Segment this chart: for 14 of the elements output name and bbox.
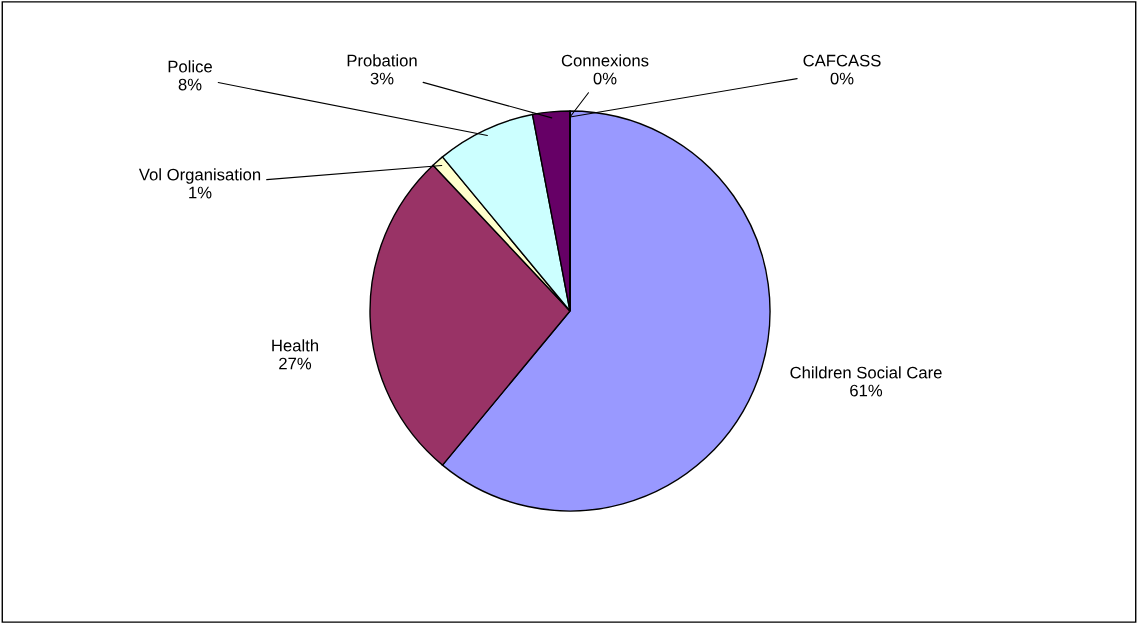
data-label: 8%	[178, 78, 202, 91]
data-label: 27%	[279, 357, 312, 370]
slice-label: Health	[272, 339, 319, 352]
slice-label: Children Social Care	[790, 366, 942, 379]
data-label: 1%	[189, 186, 212, 199]
slice-label: Police	[168, 60, 212, 73]
category-label: Connexions	[561, 54, 649, 67]
slice-label: Probation	[347, 54, 417, 67]
slice-label: Vol Organisation	[138, 168, 261, 184]
text: 0%	[830, 72, 854, 85]
data-label: 61%	[850, 384, 883, 397]
text: 0%	[593, 72, 617, 85]
data-label: 3%	[370, 72, 394, 85]
category-label: CAFCASS	[803, 54, 881, 67]
